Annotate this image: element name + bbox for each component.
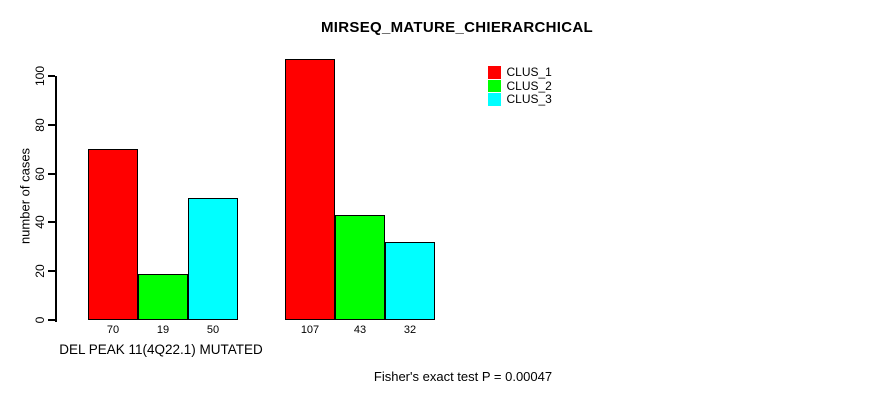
fisher-test-annotation: Fisher's exact test P = 0.00047 bbox=[373, 369, 553, 384]
legend-label: CLUS_3 bbox=[506, 91, 552, 106]
bar-clus_3-group1 bbox=[188, 198, 238, 320]
legend-item-clus_2: CLUS_2 bbox=[488, 78, 552, 93]
chart-title: MIRSEQ_MATURE_CHIERARCHICAL bbox=[321, 19, 593, 36]
legend-label: CLUS_2 bbox=[506, 78, 552, 93]
legend-label: CLUS_1 bbox=[506, 65, 552, 80]
legend-item-clus_3: CLUS_3 bbox=[488, 91, 552, 106]
y-axis-tick bbox=[48, 123, 55, 126]
bar-value-label: 43 bbox=[353, 324, 367, 336]
y-axis-tick bbox=[48, 172, 55, 175]
y-axis-tick-label: 80 bbox=[33, 118, 47, 132]
bar-value-label: 70 bbox=[106, 324, 120, 336]
legend-item-clus_1: CLUS_1 bbox=[488, 66, 552, 79]
y-axis-tick bbox=[48, 319, 55, 321]
bar-clus_3-group2 bbox=[385, 241, 435, 320]
bar-value-label: 19 bbox=[156, 324, 170, 336]
bar-value-label: 32 bbox=[403, 324, 417, 336]
y-axis-tick bbox=[48, 270, 55, 273]
bar-clus_1-group1 bbox=[88, 149, 138, 320]
bar-value-label: 50 bbox=[206, 324, 220, 336]
y-axis-tick-label: 20 bbox=[33, 264, 47, 278]
y-axis-tick bbox=[48, 221, 55, 224]
y-axis-line bbox=[55, 76, 57, 322]
y-axis-tick-label: 60 bbox=[33, 166, 47, 181]
y-axis-tick-label: 100 bbox=[33, 65, 47, 87]
y-axis-tick-label: 40 bbox=[33, 215, 47, 230]
bar-value-label: 107 bbox=[300, 324, 320, 336]
bar-clus_1-group2 bbox=[285, 58, 335, 320]
legend-swatch-clus_1 bbox=[488, 66, 501, 79]
legend: CLUS_1 CLUS_2 CLUS_3 bbox=[488, 66, 552, 106]
legend-swatch-clus_3 bbox=[488, 93, 501, 106]
y-axis-tick-label: 0 bbox=[33, 316, 47, 324]
bar-clus_2-group2 bbox=[335, 215, 385, 320]
y-axis-tick bbox=[48, 75, 55, 77]
x-axis-group-label: DEL PEAK 11(4Q22.1) MUTATED bbox=[59, 342, 263, 357]
legend-swatch-clus_2 bbox=[488, 79, 501, 93]
bar-clus_2-group1 bbox=[138, 273, 188, 320]
